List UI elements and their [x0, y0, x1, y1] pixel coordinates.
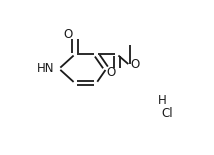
Text: H: H: [158, 94, 167, 107]
Text: HN: HN: [37, 62, 54, 75]
Text: O: O: [63, 28, 73, 41]
Text: O: O: [131, 58, 140, 71]
Text: Cl: Cl: [161, 107, 173, 120]
Text: O: O: [107, 66, 116, 79]
